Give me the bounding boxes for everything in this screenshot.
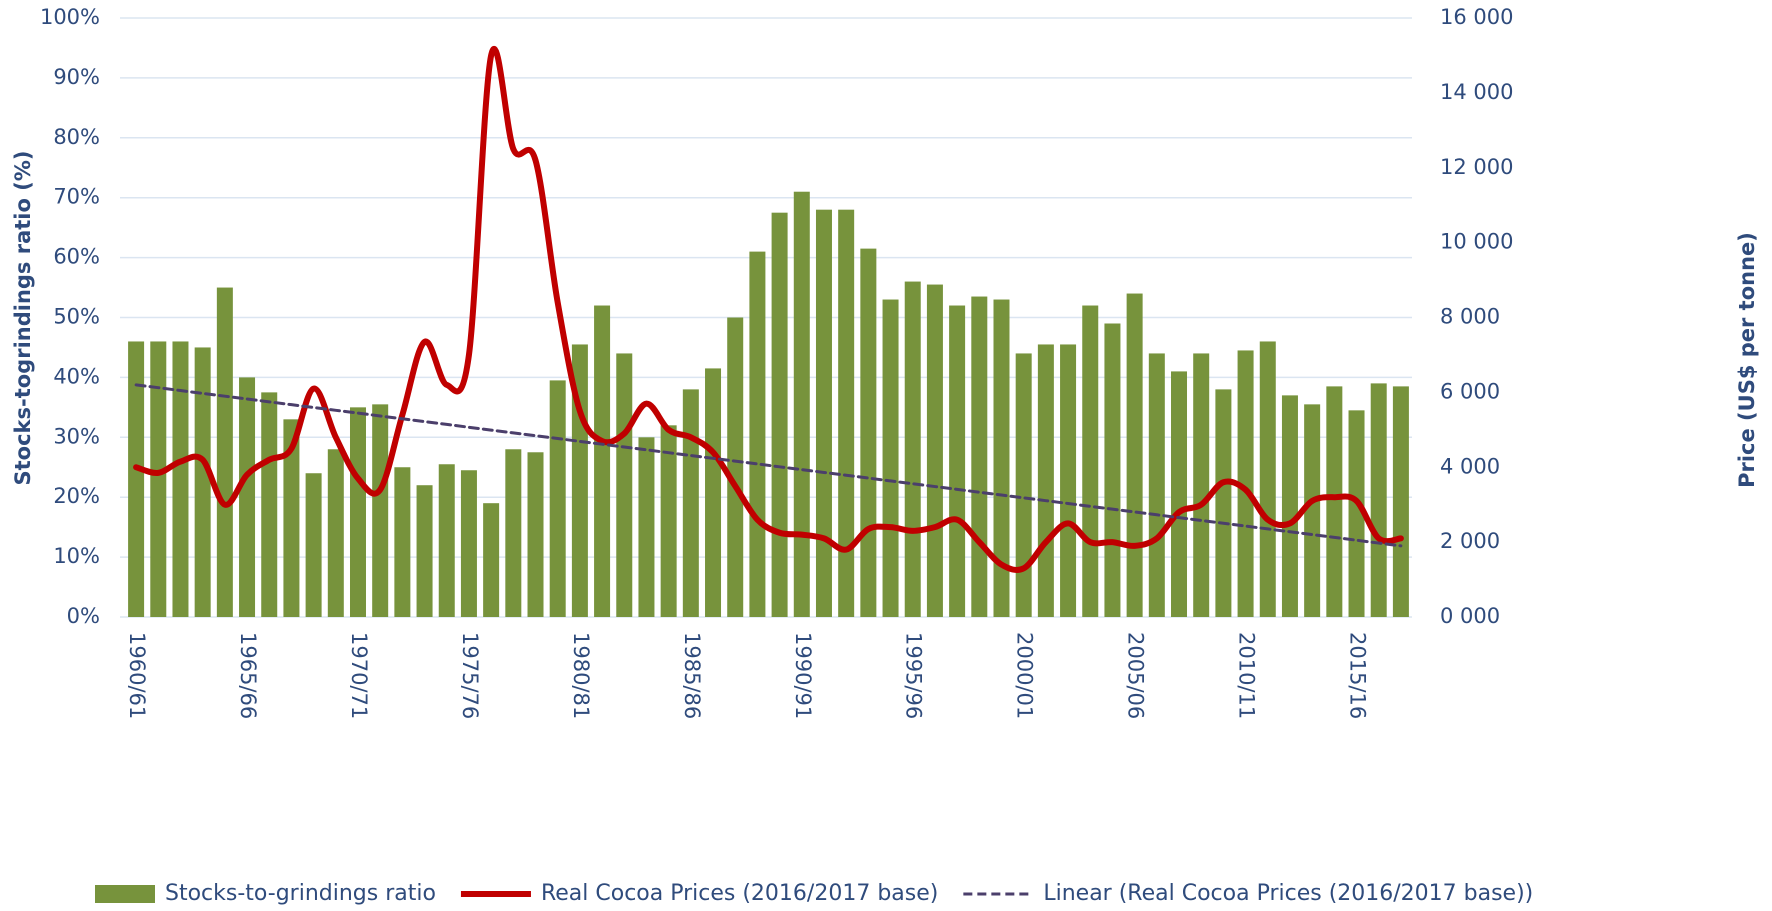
bar bbox=[327, 449, 344, 617]
x-tick-label: 1970/71 bbox=[347, 632, 371, 719]
bar bbox=[460, 470, 477, 617]
trend-line bbox=[134, 383, 1403, 548]
y-tick-label: 0% bbox=[67, 604, 100, 628]
bar bbox=[194, 347, 211, 617]
bar bbox=[216, 287, 233, 617]
y2-tick-label: 14 000 bbox=[1440, 80, 1513, 104]
bar bbox=[372, 404, 389, 617]
bar bbox=[1281, 395, 1298, 617]
y2-tick-label: 16 000 bbox=[1440, 5, 1513, 29]
bar bbox=[682, 389, 699, 617]
bar bbox=[394, 467, 411, 617]
y-tick-label: 70% bbox=[53, 185, 100, 209]
bar bbox=[150, 341, 167, 617]
legend-label: Real Cocoa Prices (2016/2017 base) bbox=[541, 881, 938, 906]
bar bbox=[1259, 341, 1276, 617]
bar bbox=[1060, 344, 1077, 617]
x-tick-label: 1995/96 bbox=[902, 632, 926, 719]
bar bbox=[549, 380, 566, 617]
y2-tick-label: 8 000 bbox=[1440, 305, 1500, 329]
y-tick-label: 60% bbox=[53, 245, 100, 269]
x-tick-label: 1975/76 bbox=[458, 632, 482, 719]
x-tick-label: 1965/66 bbox=[236, 632, 260, 719]
y2-axis-title: Price (US$ per tonne) bbox=[1735, 232, 1759, 488]
y2-tick-label: 12 000 bbox=[1440, 155, 1513, 179]
bar bbox=[1326, 386, 1343, 617]
bar bbox=[571, 344, 588, 617]
y-tick-label: 40% bbox=[53, 364, 100, 388]
bar bbox=[882, 299, 899, 617]
bar bbox=[926, 284, 943, 617]
x-tick-label: 1990/91 bbox=[791, 632, 815, 719]
bar bbox=[1370, 383, 1387, 617]
y-tick-label: 100% bbox=[40, 5, 100, 29]
y-tick-label: 30% bbox=[53, 424, 100, 448]
y2-tick-label: 2 000 bbox=[1440, 529, 1500, 553]
y-tick-label: 20% bbox=[53, 484, 100, 508]
bar bbox=[993, 299, 1010, 617]
x-tick-label: 2000/01 bbox=[1013, 632, 1037, 719]
bar bbox=[815, 209, 832, 617]
bar bbox=[1215, 389, 1232, 617]
y2-tick-label: 10 000 bbox=[1440, 230, 1513, 254]
x-tick-label: 2015/16 bbox=[1346, 632, 1370, 719]
legend-label: Stocks-to-grindings ratio bbox=[165, 881, 436, 906]
bar bbox=[904, 281, 921, 617]
x-tick-label: 2005/06 bbox=[1124, 632, 1148, 719]
bar bbox=[616, 353, 633, 617]
bar bbox=[1392, 386, 1409, 617]
legend-swatch bbox=[95, 885, 155, 903]
bar bbox=[172, 341, 189, 617]
bar bbox=[1015, 353, 1032, 617]
bar bbox=[1193, 353, 1210, 617]
y-tick-label: 10% bbox=[53, 544, 100, 568]
bar bbox=[527, 452, 544, 617]
bar bbox=[438, 464, 455, 617]
bar bbox=[505, 449, 522, 617]
bar bbox=[1148, 353, 1165, 617]
y-tick-label: 90% bbox=[53, 65, 100, 89]
line bbox=[133, 46, 1404, 573]
bar bbox=[305, 473, 322, 617]
x-tick-label: 1980/81 bbox=[569, 632, 593, 719]
bar bbox=[261, 392, 278, 617]
bar bbox=[838, 209, 855, 617]
bar bbox=[638, 437, 655, 617]
bar bbox=[1037, 344, 1054, 617]
bar bbox=[416, 485, 433, 617]
bar bbox=[349, 407, 366, 617]
bar bbox=[128, 341, 145, 617]
bar bbox=[1171, 371, 1188, 617]
bar bbox=[705, 368, 722, 617]
bar bbox=[771, 212, 788, 618]
bar bbox=[749, 251, 766, 618]
bar bbox=[793, 191, 810, 617]
bar bbox=[1104, 323, 1121, 617]
bar bbox=[727, 317, 744, 617]
legend-label: Linear (Real Cocoa Prices (2016/2017 bas… bbox=[1043, 881, 1533, 906]
x-tick-label: 2010/11 bbox=[1235, 632, 1259, 719]
y-tick-label: 50% bbox=[53, 305, 100, 329]
bar bbox=[660, 425, 677, 617]
bar bbox=[1126, 293, 1143, 617]
bar bbox=[283, 419, 300, 617]
bar bbox=[971, 296, 988, 617]
x-tick-label: 1985/86 bbox=[680, 632, 704, 719]
bar bbox=[1348, 410, 1365, 617]
y-axis-title: Stocks-togrindings ratio (%) bbox=[11, 151, 35, 486]
bar bbox=[949, 305, 966, 617]
y2-tick-label: 6 000 bbox=[1440, 379, 1500, 403]
y2-tick-label: 0 000 bbox=[1440, 604, 1500, 628]
bar bbox=[483, 503, 500, 617]
bar bbox=[594, 305, 611, 617]
bar bbox=[1304, 404, 1321, 617]
bar bbox=[860, 248, 877, 618]
y2-tick-label: 4 000 bbox=[1440, 454, 1500, 478]
bar bbox=[1082, 305, 1099, 617]
bar bbox=[1237, 350, 1254, 617]
bar bbox=[239, 377, 256, 617]
x-tick-label: 1960/61 bbox=[125, 632, 149, 719]
y-tick-label: 80% bbox=[53, 125, 100, 149]
